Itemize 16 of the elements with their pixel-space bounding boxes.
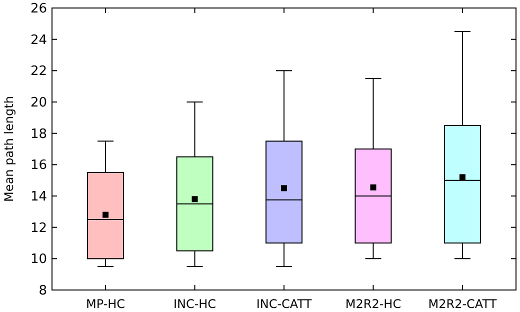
x-tick-label: M2R2-HC (345, 297, 402, 311)
y-tick-label: 14 (30, 190, 47, 205)
x-tick-label: M2R2-CATT (428, 297, 498, 311)
x-tick-label: INC-HC (173, 297, 216, 311)
y-tick-label: 16 (30, 158, 47, 174)
y-tick-label: 10 (30, 252, 47, 268)
y-tick-label: 20 (30, 96, 47, 111)
x-tick-label: INC-CATT (256, 297, 312, 311)
y-tick-label: 22 (30, 64, 47, 80)
y-tick-label: 12 (30, 220, 47, 236)
y-tick-label: 18 (30, 126, 47, 142)
y-axis-title: Mean path length (2, 96, 16, 202)
y-tick-label: 24 (30, 32, 47, 48)
y-tick-label: 26 (30, 2, 47, 17)
x-tick-label: MP-HC (86, 297, 126, 311)
y-tick-label: 8 (38, 284, 47, 299)
